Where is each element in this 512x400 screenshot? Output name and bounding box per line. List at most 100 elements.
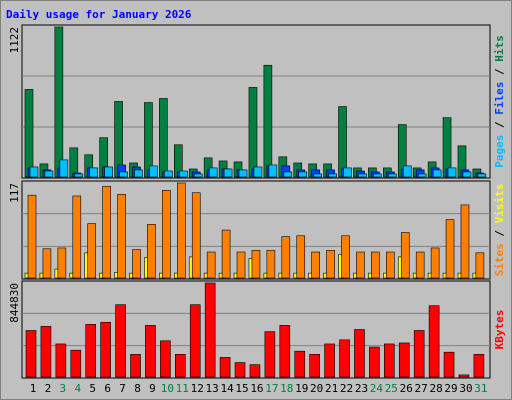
bar xyxy=(189,304,201,378)
bar xyxy=(59,159,69,178)
legend-separator: / xyxy=(493,115,506,135)
bar xyxy=(358,173,367,178)
y-tick-label: 117 xyxy=(8,183,21,203)
x-tick-label: 28 xyxy=(429,382,442,395)
bar xyxy=(87,223,97,279)
bar xyxy=(311,251,320,279)
x-tick-label: 10 xyxy=(161,382,174,395)
bar xyxy=(27,194,37,279)
bar xyxy=(458,374,470,378)
x-tick-label: 11 xyxy=(176,382,189,395)
bar xyxy=(354,329,365,378)
bar xyxy=(70,349,82,378)
bar xyxy=(42,248,52,279)
x-tick-label: 8 xyxy=(134,382,141,395)
bar xyxy=(54,26,64,178)
bar xyxy=(145,325,156,378)
bar xyxy=(339,339,350,378)
bar xyxy=(473,354,485,378)
legend-separator: / xyxy=(493,223,506,243)
bar xyxy=(162,190,171,279)
bar xyxy=(328,173,337,178)
bar xyxy=(89,167,99,178)
bar xyxy=(134,169,143,178)
x-tick-label: 2 xyxy=(45,382,52,395)
bar xyxy=(104,166,113,178)
bar xyxy=(388,173,397,178)
bar xyxy=(204,282,216,378)
x-tick-label: 3 xyxy=(60,382,67,395)
bar xyxy=(417,173,427,178)
legend: Pages / Files / Hits xyxy=(493,35,506,168)
bar xyxy=(324,343,335,378)
legend-separator: / xyxy=(493,62,506,82)
bar xyxy=(191,192,201,279)
bar xyxy=(447,167,457,178)
bar xyxy=(219,357,231,378)
bar xyxy=(147,224,156,279)
bar xyxy=(100,321,111,378)
bar xyxy=(102,185,111,279)
x-tick-label: 30 xyxy=(459,382,472,395)
x-tick-label: 22 xyxy=(340,382,353,395)
x-tick-label: 19 xyxy=(295,382,308,395)
bar xyxy=(72,195,82,279)
bar xyxy=(283,171,293,178)
bar xyxy=(415,251,425,279)
legend: Sites / Visits xyxy=(493,184,506,277)
bar xyxy=(445,219,455,279)
bar xyxy=(193,173,203,178)
x-tick-label: 27 xyxy=(415,382,428,395)
bar xyxy=(428,305,440,378)
x-tick-label: 15 xyxy=(235,382,248,395)
bar xyxy=(223,168,233,178)
bar xyxy=(117,194,126,279)
bar xyxy=(253,166,263,178)
x-tick-label: 7 xyxy=(119,382,126,395)
bar xyxy=(384,343,395,378)
bar xyxy=(268,164,278,178)
bar xyxy=(236,251,246,279)
bar xyxy=(208,167,218,178)
x-tick-label: 4 xyxy=(74,382,81,395)
bar xyxy=(119,171,128,178)
x-tick-label: 16 xyxy=(250,382,263,395)
bar xyxy=(313,173,322,178)
bar xyxy=(460,204,470,279)
bar xyxy=(477,173,487,178)
bar xyxy=(221,229,231,279)
x-tick-label: 20 xyxy=(310,382,323,395)
bar xyxy=(132,249,141,279)
y-tick-label: 844830 xyxy=(8,283,21,323)
x-tick-label: 17 xyxy=(265,382,278,395)
bar xyxy=(249,364,261,378)
bar xyxy=(160,340,171,378)
x-tick-label: 23 xyxy=(355,382,368,395)
bar xyxy=(74,173,84,178)
bar xyxy=(206,251,216,279)
bar xyxy=(248,87,258,178)
bar xyxy=(175,354,186,378)
legend-entry: KBytes xyxy=(493,310,506,350)
bar xyxy=(85,324,97,378)
bar xyxy=(149,165,158,178)
x-tick-label: 24 xyxy=(370,382,384,395)
bar xyxy=(369,346,380,378)
legend: KBytes xyxy=(493,310,506,350)
bar xyxy=(55,343,67,378)
bar xyxy=(294,350,306,378)
bar xyxy=(296,235,306,279)
x-tick-label: 1 xyxy=(30,382,37,395)
x-tick-label: 13 xyxy=(206,382,219,395)
legend-entry: Visits xyxy=(493,184,506,224)
bar xyxy=(281,236,291,279)
legend-entry: Files xyxy=(493,82,506,115)
x-tick-label: 5 xyxy=(89,382,96,395)
x-tick-label: 26 xyxy=(400,382,413,395)
bar xyxy=(413,330,425,378)
bar xyxy=(40,326,52,378)
bar xyxy=(266,250,276,279)
x-tick-label: 9 xyxy=(149,382,156,395)
